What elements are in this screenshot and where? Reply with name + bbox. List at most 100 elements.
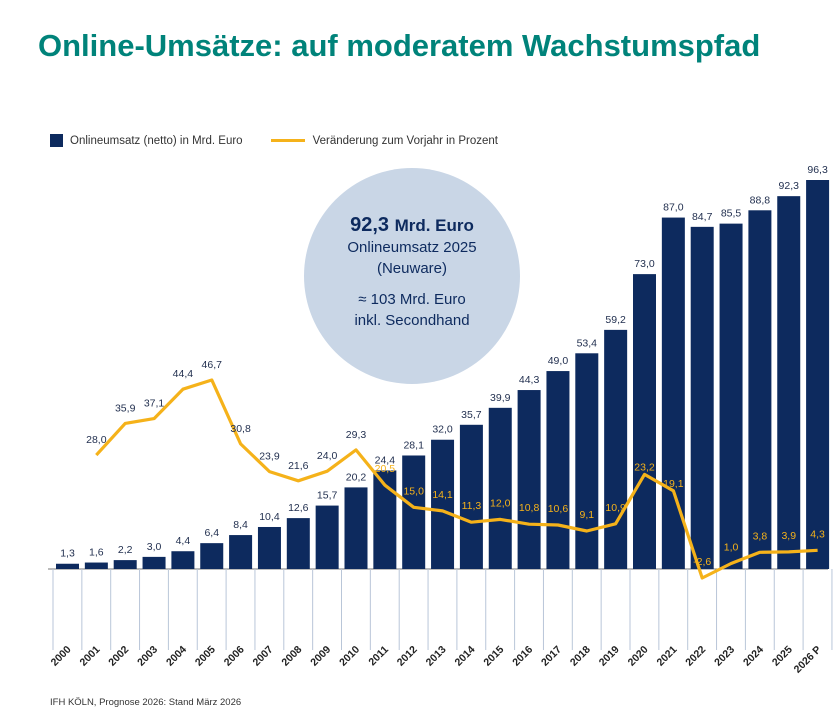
bar-value-label: 53,4 xyxy=(577,337,598,349)
bar xyxy=(575,353,599,569)
growth-line xyxy=(95,378,818,580)
x-tick-label: 2004 xyxy=(164,644,189,669)
line-value-label: 28,0 xyxy=(86,434,107,446)
bar-value-label: 85,5 xyxy=(721,208,742,220)
bar-value-label: 28,1 xyxy=(403,439,424,451)
bar-value-label: 87,0 xyxy=(663,202,684,214)
bar-value-label: 44,3 xyxy=(519,374,540,386)
x-tick-label: 2016 xyxy=(510,644,535,669)
line-value-label: 19,1 xyxy=(663,478,684,490)
bar-value-label: 1,6 xyxy=(89,547,104,559)
x-tick-label: 2001 xyxy=(77,644,102,669)
x-tick-label: 2005 xyxy=(193,644,218,669)
line-value-label: 46,7 xyxy=(202,359,223,371)
x-tick-label: 2013 xyxy=(424,644,449,669)
bar xyxy=(633,274,656,569)
x-tick-label: 2010 xyxy=(337,644,362,669)
legend-line-label: Veränderung zum Vorjahr in Prozent xyxy=(312,134,498,147)
legend-bar-label: Onlineumsatz (netto) in Mrd. Euro xyxy=(70,134,243,147)
bar xyxy=(748,210,772,569)
bar-value-label: 96,3 xyxy=(807,164,828,176)
bar xyxy=(142,556,166,569)
bar-value-label: 73,0 xyxy=(634,258,655,270)
line-value-label: 29,3 xyxy=(346,429,367,441)
bubble-line-1: Onlineumsatz 2025 xyxy=(347,239,477,256)
bar-value-label: 15,7 xyxy=(317,490,338,502)
bar xyxy=(661,217,685,570)
x-tick-label: 2017 xyxy=(539,644,564,669)
x-tick-label: 2019 xyxy=(597,644,622,669)
bar-value-label: 3,0 xyxy=(147,541,162,553)
x-tick-label: 2008 xyxy=(279,644,304,669)
line-value-label: 10,6 xyxy=(548,503,569,515)
bar-value-label: 32,0 xyxy=(432,424,453,436)
x-tick-label: 2021 xyxy=(654,644,679,669)
bar-value-label: 12,6 xyxy=(288,502,309,514)
line-value-label: 15,0 xyxy=(403,485,424,497)
bar xyxy=(286,518,310,569)
x-tick-label: 2014 xyxy=(453,644,478,669)
chart-title: Online-Umsätze: auf moderatem Wachstumsp… xyxy=(38,28,761,63)
bubble-value: 92,3 xyxy=(350,214,390,236)
bar-value-label: 6,4 xyxy=(204,527,219,539)
x-tick-label: 2020 xyxy=(626,644,651,669)
x-tick-label: 2022 xyxy=(683,644,708,669)
bar xyxy=(459,424,483,569)
bar-value-label: 20,2 xyxy=(346,471,367,483)
line-value-label: 4,3 xyxy=(810,528,825,540)
highlight-bubble: 92,3 Mrd. Euro Onlineumsatz 2025 (Neuwar… xyxy=(304,168,520,384)
bar-value-label: 84,7 xyxy=(692,211,713,223)
bar-value-label: 8,4 xyxy=(233,519,248,531)
line-value-label: 10,9 xyxy=(605,502,626,514)
x-tick-label: 2007 xyxy=(251,644,276,669)
bar-value-label: 2,2 xyxy=(118,544,133,556)
bar xyxy=(719,223,743,570)
line-value-label: 23,9 xyxy=(259,451,280,463)
line-value-label: 44,4 xyxy=(173,368,194,380)
line-value-label: 30,8 xyxy=(230,423,251,435)
bar xyxy=(315,505,339,569)
bar-value-label: 10,4 xyxy=(259,511,280,523)
x-tick-label: 2023 xyxy=(712,644,737,669)
bar xyxy=(257,526,281,569)
bar-value-label: 88,8 xyxy=(750,194,771,206)
bubble-unit: Mrd. Euro xyxy=(394,216,474,235)
source-note: IFH KÖLN, Prognose 2026: Stand März 2026 xyxy=(50,697,242,708)
bar-value-label: 35,7 xyxy=(461,409,482,421)
bubble-line-4: inkl. Secondhand xyxy=(354,312,470,329)
bar xyxy=(113,560,137,569)
bar xyxy=(171,551,195,569)
x-tick-label: 2006 xyxy=(222,644,247,669)
line-value-label: 3,9 xyxy=(781,530,796,542)
line-value-label: 37,1 xyxy=(144,398,165,410)
bar-value-label: 49,0 xyxy=(548,355,569,367)
bar xyxy=(488,407,512,569)
line-value-label: 9,1 xyxy=(579,509,594,521)
bar xyxy=(546,371,570,569)
bar xyxy=(777,196,801,569)
x-tick-label: 2012 xyxy=(395,644,420,669)
line-value-label: 11,3 xyxy=(462,500,482,512)
bar xyxy=(402,455,426,569)
bar xyxy=(806,180,830,569)
bar xyxy=(690,226,714,570)
chart-canvas: 1,3 1,6 2,2 3,0 4,4 6,4 8,4 10,4 12,6 15,7 20,2 24,… xyxy=(48,164,833,676)
line-value-label: 23,2 xyxy=(634,461,655,473)
bar-value-label: 92,3 xyxy=(779,180,800,192)
x-tick-label: 2009 xyxy=(308,644,333,669)
x-tick-label: 2018 xyxy=(568,644,593,669)
bar xyxy=(517,390,541,569)
bar-value-label: 39,9 xyxy=(490,392,511,404)
bar xyxy=(229,535,253,569)
x-tick-label: 2002 xyxy=(106,644,131,669)
line-value-label: -2,6 xyxy=(693,556,711,568)
line-value-label: 12,0 xyxy=(490,497,511,509)
legend: Onlineumsatz (netto) in Mrd. Euro Veränd… xyxy=(50,134,498,147)
bubble-line-2: (Neuware) xyxy=(376,260,448,277)
bar-value-label: 59,2 xyxy=(605,314,626,326)
line-value-label: 3,8 xyxy=(753,530,768,542)
line-value-label: 24,0 xyxy=(317,450,338,462)
legend-line-swatch xyxy=(270,139,305,142)
bar xyxy=(431,439,455,569)
bar-value-label: 1,3 xyxy=(60,548,75,560)
